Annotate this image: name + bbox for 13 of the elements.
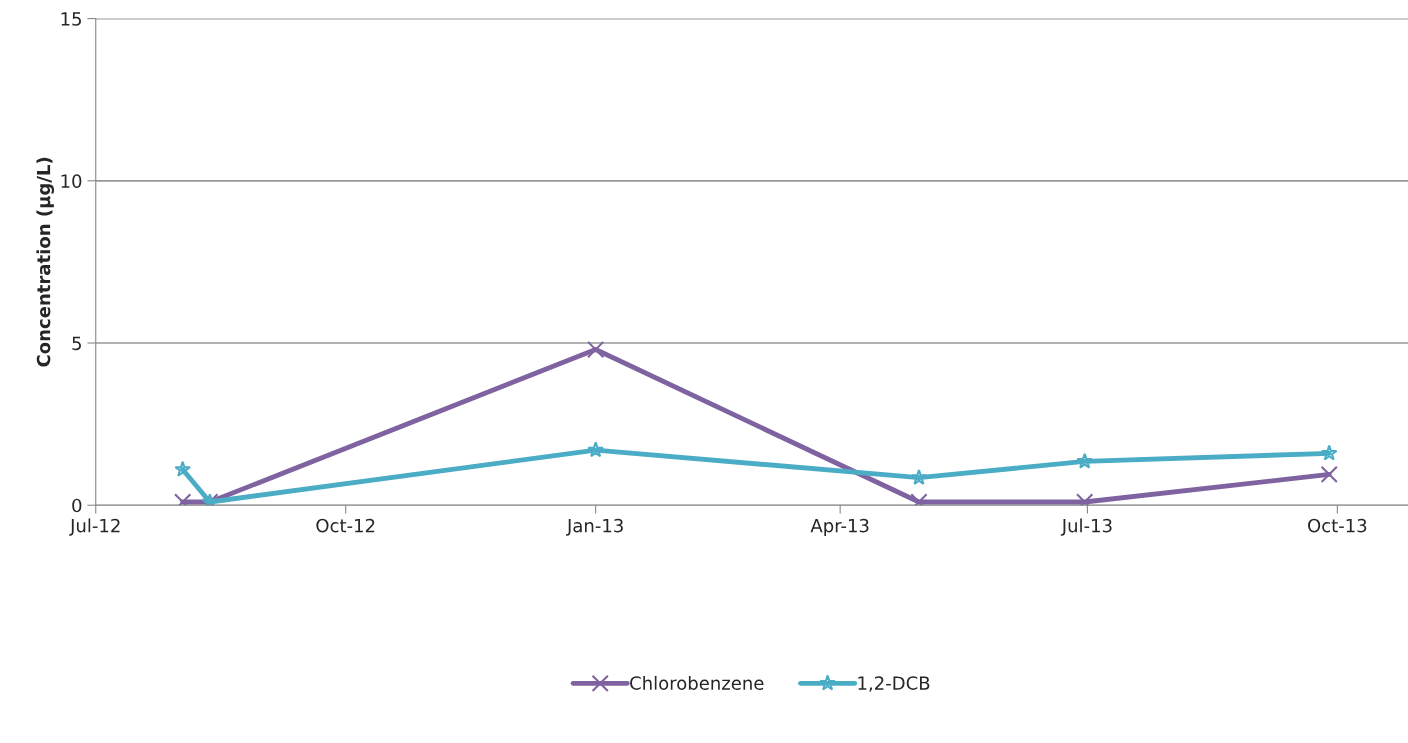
x-tick-label: Oct-12	[316, 518, 375, 533]
y-tick-label: 5	[72, 336, 81, 351]
y-tick-label: 10	[61, 174, 82, 188]
legend-label: 1,2-DCB	[858, 676, 930, 692]
y-axis-title: Concentration (µg/L)	[36, 157, 55, 367]
y-tick-label: 0	[72, 498, 82, 513]
x-tick-label: Jan-13	[566, 518, 623, 536]
legend-label: Chlorobenzene	[630, 675, 764, 690]
y-tick-label: 15	[61, 12, 81, 26]
x-tick-label: Jul-12	[69, 518, 120, 536]
x-tick-label: Jul-13	[1060, 518, 1112, 536]
x-tick-label: Oct-13	[1308, 518, 1367, 533]
x-tick-label: Apr-13	[810, 518, 869, 536]
